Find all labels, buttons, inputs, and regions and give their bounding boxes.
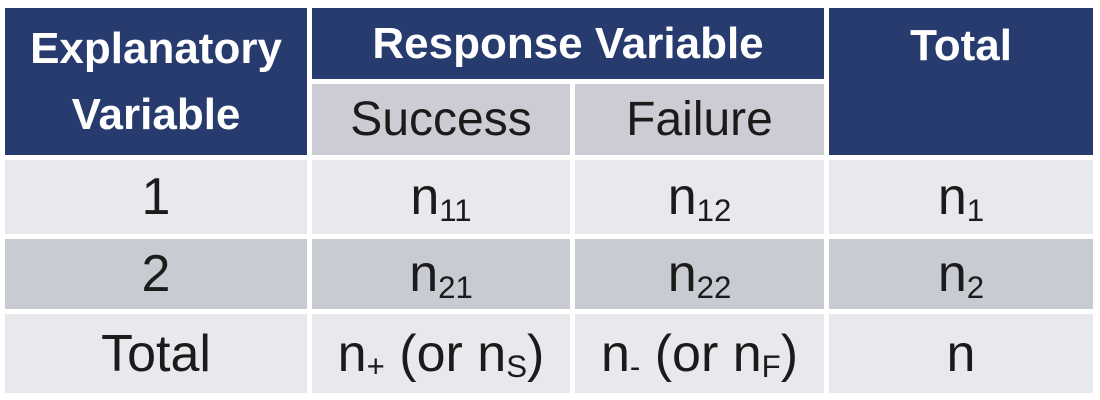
- row2-label: 2: [5, 239, 307, 309]
- subheader-success: Success: [312, 84, 570, 155]
- cell-failure-total: n- (or nF): [575, 314, 825, 393]
- table-row-totals: Total n+ (or nS) n- (or nF) n: [5, 314, 1094, 393]
- cell-n1-total: n1: [829, 160, 1094, 234]
- header-response-variable: Response Variable: [312, 8, 825, 79]
- subheader-failure: Failure: [575, 84, 825, 155]
- contingency-table: Explanatory Variable Response Variable T…: [0, 3, 1098, 398]
- table-row-group1: 1 n11 n12 n1: [5, 160, 1094, 234]
- header-row-top: Explanatory Variable Response Variable T…: [5, 8, 1094, 155]
- cell-grand-total: n: [829, 314, 1094, 393]
- cell-n11: n11: [312, 160, 570, 234]
- cell-success-total: n+ (or nS): [312, 314, 570, 393]
- header-total-label: Total: [910, 21, 1012, 70]
- cell-n21: n21: [312, 239, 570, 309]
- cell-n22: n22: [575, 239, 825, 309]
- row-total-label: Total: [5, 314, 307, 393]
- header-explanatory-variable: Explanatory Variable: [5, 8, 307, 155]
- cell-n12: n12: [575, 160, 825, 234]
- row1-label: 1: [5, 160, 307, 234]
- header-row-sub: Success Failure: [5, 84, 1093, 155]
- header-total-column: Total: [829, 8, 1094, 155]
- table-row-group2: 2 n21 n22 n2: [5, 239, 1094, 309]
- cell-n2-total: n2: [829, 239, 1094, 309]
